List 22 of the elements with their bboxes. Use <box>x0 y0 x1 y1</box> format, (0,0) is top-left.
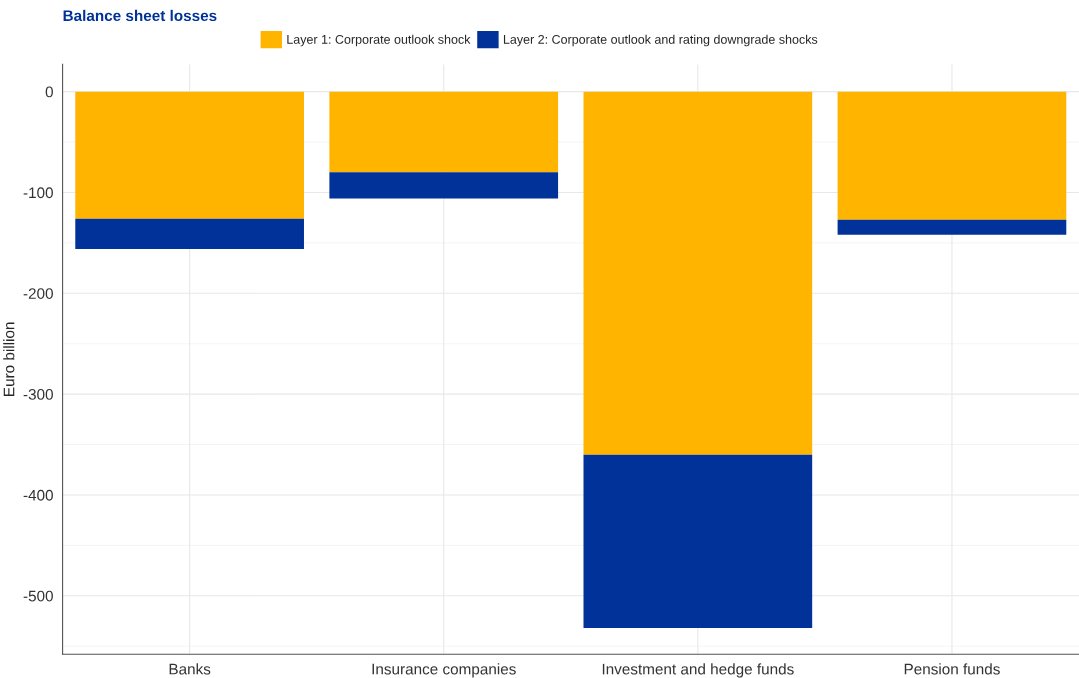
bar <box>329 91 559 173</box>
legend-label: Layer 1: Corporate outlook shock <box>287 34 471 47</box>
bar <box>837 91 1067 220</box>
y-tick-label: -400 <box>23 489 53 501</box>
y-tick-label: -200 <box>23 288 53 299</box>
bar <box>583 91 813 455</box>
chart-title: Balance sheet losses <box>63 9 217 22</box>
x-tick-label: Insurance companies <box>372 663 516 678</box>
y-tick-label: 0 <box>45 86 53 98</box>
y-tick-label: -300 <box>23 388 53 400</box>
y-axis-title: Euro billion <box>3 322 15 396</box>
bar <box>75 91 304 219</box>
y-tick-label: -500 <box>23 590 53 602</box>
bar <box>837 219 1067 235</box>
x-tick-label: Pension funds <box>904 663 1000 675</box>
x-tick-label: Banks <box>169 663 211 675</box>
bar <box>583 454 813 629</box>
bar <box>75 218 304 249</box>
y-tick-label: -100 <box>23 187 53 199</box>
bar <box>329 172 559 199</box>
legend-label: Layer 2: Corporate outlook and rating downgrade shocks <box>503 34 818 47</box>
x-tick-label: Investment and hedge funds <box>602 663 794 678</box>
